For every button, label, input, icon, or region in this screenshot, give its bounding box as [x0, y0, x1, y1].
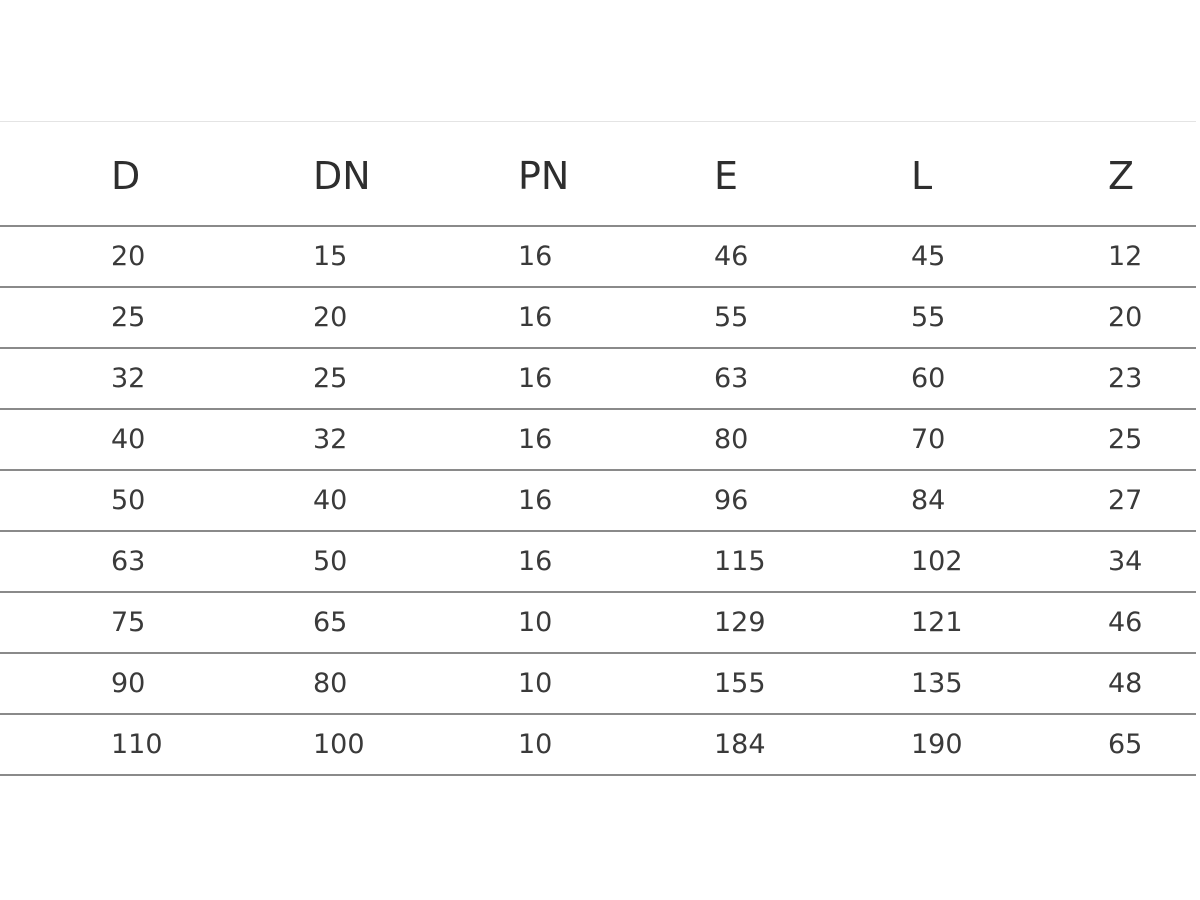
table-cell: 32 — [313, 424, 348, 455]
table-cell: 15 — [313, 241, 348, 272]
table-cell: 25 — [313, 363, 348, 394]
table-cell: 60 — [911, 363, 946, 394]
column-header: D — [111, 153, 141, 198]
table-cell: 25 — [111, 302, 146, 333]
table-cell: 65 — [1108, 729, 1143, 760]
table-cell: 80 — [313, 668, 348, 699]
table-cell: 10 — [518, 729, 553, 760]
table-row: 32 25 16 63 60 23 — [0, 349, 1196, 410]
table-row: 50 40 16 96 84 27 — [0, 471, 1196, 532]
table-cell: 121 — [911, 607, 963, 638]
table-cell: 25 — [1108, 424, 1143, 455]
table-cell: 12 — [1108, 241, 1143, 272]
table-cell: 16 — [518, 424, 553, 455]
table-cell: 63 — [111, 546, 146, 577]
table-header-row: D DN PN E L Z — [0, 122, 1196, 227]
table-cell: 45 — [911, 241, 946, 272]
table-cell: 155 — [714, 668, 766, 699]
table-cell: 16 — [518, 241, 553, 272]
table-cell: 50 — [313, 546, 348, 577]
table-cell: 80 — [714, 424, 749, 455]
table-cell: 46 — [714, 241, 749, 272]
table-cell: 135 — [911, 668, 963, 699]
column-header: DN — [313, 153, 371, 198]
table-row: 75 65 10 129 121 46 — [0, 593, 1196, 654]
table-row: 25 20 16 55 55 20 — [0, 288, 1196, 349]
table-cell: 102 — [911, 546, 963, 577]
table-row: 20 15 16 46 45 12 — [0, 227, 1196, 288]
table-row: 90 80 10 155 135 48 — [0, 654, 1196, 715]
table-cell: 96 — [714, 485, 749, 516]
table-cell: 70 — [911, 424, 946, 455]
table-cell: 10 — [518, 668, 553, 699]
table-cell: 110 — [111, 729, 163, 760]
table-cell: 32 — [111, 363, 146, 394]
table-cell: 46 — [1108, 607, 1143, 638]
column-header: PN — [518, 153, 570, 198]
table-cell: 16 — [518, 363, 553, 394]
table-cell: 63 — [714, 363, 749, 394]
table-cell: 55 — [714, 302, 749, 333]
table-cell: 10 — [518, 607, 553, 638]
table-cell: 20 — [111, 241, 146, 272]
table-cell: 20 — [1108, 302, 1143, 333]
table-cell: 90 — [111, 668, 146, 699]
table-cell: 50 — [111, 485, 146, 516]
dimensions-table: D DN PN E L Z 20 15 16 46 45 12 25 20 16 55 55 20 32 25 16 63… — [0, 121, 1196, 776]
column-header: L — [911, 153, 933, 198]
table-cell: 129 — [714, 607, 766, 638]
table-cell: 34 — [1108, 546, 1143, 577]
table-cell: 23 — [1108, 363, 1143, 394]
table-cell: 65 — [313, 607, 348, 638]
table-cell: 48 — [1108, 668, 1143, 699]
table-cell: 16 — [518, 546, 553, 577]
table-cell: 27 — [1108, 485, 1143, 516]
table-row: 110 100 10 184 190 65 — [0, 715, 1196, 776]
column-header: Z — [1108, 153, 1135, 198]
table-cell: 184 — [714, 729, 766, 760]
table-row: 63 50 16 115 102 34 — [0, 532, 1196, 593]
table-cell: 115 — [714, 546, 766, 577]
table-cell: 55 — [911, 302, 946, 333]
table-cell: 16 — [518, 485, 553, 516]
table-cell: 84 — [911, 485, 946, 516]
table-cell: 20 — [313, 302, 348, 333]
table-cell: 75 — [111, 607, 146, 638]
table-cell: 16 — [518, 302, 553, 333]
table-cell: 100 — [313, 729, 365, 760]
table-cell: 190 — [911, 729, 963, 760]
table-row: 40 32 16 80 70 25 — [0, 410, 1196, 471]
column-header: E — [714, 153, 739, 198]
table-cell: 40 — [313, 485, 348, 516]
table-cell: 40 — [111, 424, 146, 455]
